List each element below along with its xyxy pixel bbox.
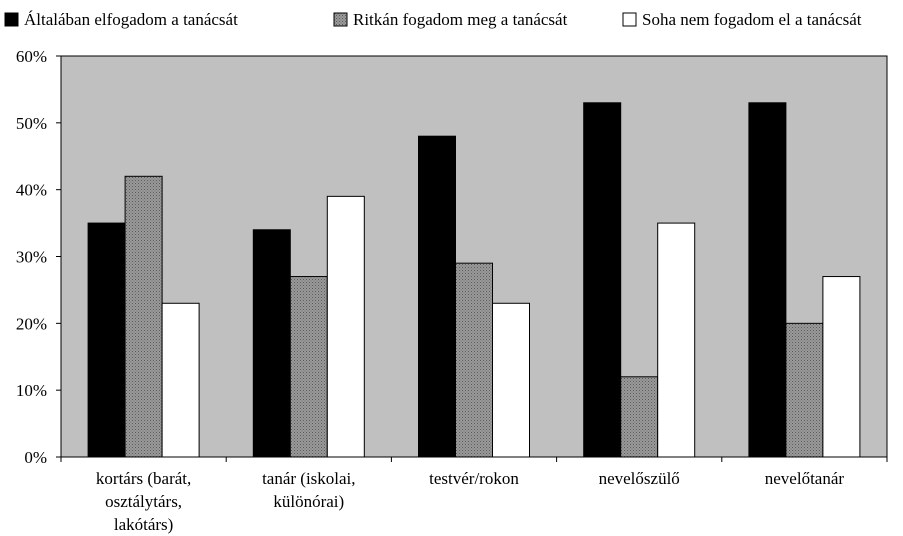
y-tick-label: 40%: [16, 181, 47, 200]
x-category-label: lakótárs): [114, 515, 173, 534]
bars: [87, 102, 861, 458]
bar-series-3-cat-1: [161, 302, 200, 458]
legend-label-2: Ritkán fogadom meg a tanácsát: [353, 10, 568, 29]
y-tick-label: 20%: [16, 314, 47, 333]
y-tick-label: 10%: [16, 381, 47, 400]
bar-series-2-cat-4: [620, 376, 659, 458]
bar-series-2-cat-3: [455, 262, 493, 458]
y-tick-label: 30%: [16, 248, 47, 267]
x-category-label: testvér/rokon: [429, 469, 519, 488]
y-axis: 0% 10% 20% 30% 40% 50% 60%: [16, 47, 61, 467]
y-tick-label: 60%: [16, 47, 47, 66]
legend: Általában elfogadom a tanácsát Ritkán fog…: [4, 10, 862, 29]
bar-series-3-cat-4: [657, 222, 696, 458]
bar-series-2-cat-5: [785, 322, 824, 458]
legend-swatch-2: [333, 12, 348, 27]
bar-series-2-cat-2: [289, 276, 328, 458]
x-category-label: tanár (iskolai,: [262, 469, 355, 488]
bar-series-2-cat-1: [124, 175, 163, 458]
legend-swatch-1: [4, 12, 19, 27]
x-category-label: osztálytárs,: [105, 492, 182, 511]
bar-series-3-cat-5: [822, 276, 861, 458]
x-category-label: kortárs (barát,: [96, 469, 191, 488]
bar-series-1-cat-5: [748, 102, 787, 458]
legend-label-1: Általában elfogadom a tanácsát: [24, 10, 238, 29]
bar-series-3-cat-3: [492, 302, 530, 458]
bar-series-1-cat-2: [252, 229, 291, 458]
bar-series-3-cat-2: [326, 195, 365, 458]
legend-label-3: Soha nem fogadom el a tanácsát: [642, 10, 862, 29]
x-category-label: nevelőszülő: [599, 469, 680, 488]
y-tick-label: 0%: [24, 448, 47, 467]
legend-swatch-3: [622, 12, 637, 27]
x-axis: kortárs (barát, osztálytárs, lakótárs) taná…: [60, 457, 888, 534]
bar-series-1-cat-1: [87, 222, 126, 458]
bar-series-1-cat-4: [583, 102, 622, 458]
y-tick-label: 50%: [16, 114, 47, 133]
x-category-label: különórai): [273, 492, 344, 511]
x-category-label: nevelőtanár: [765, 469, 845, 488]
bar-series-1-cat-3: [418, 135, 456, 458]
